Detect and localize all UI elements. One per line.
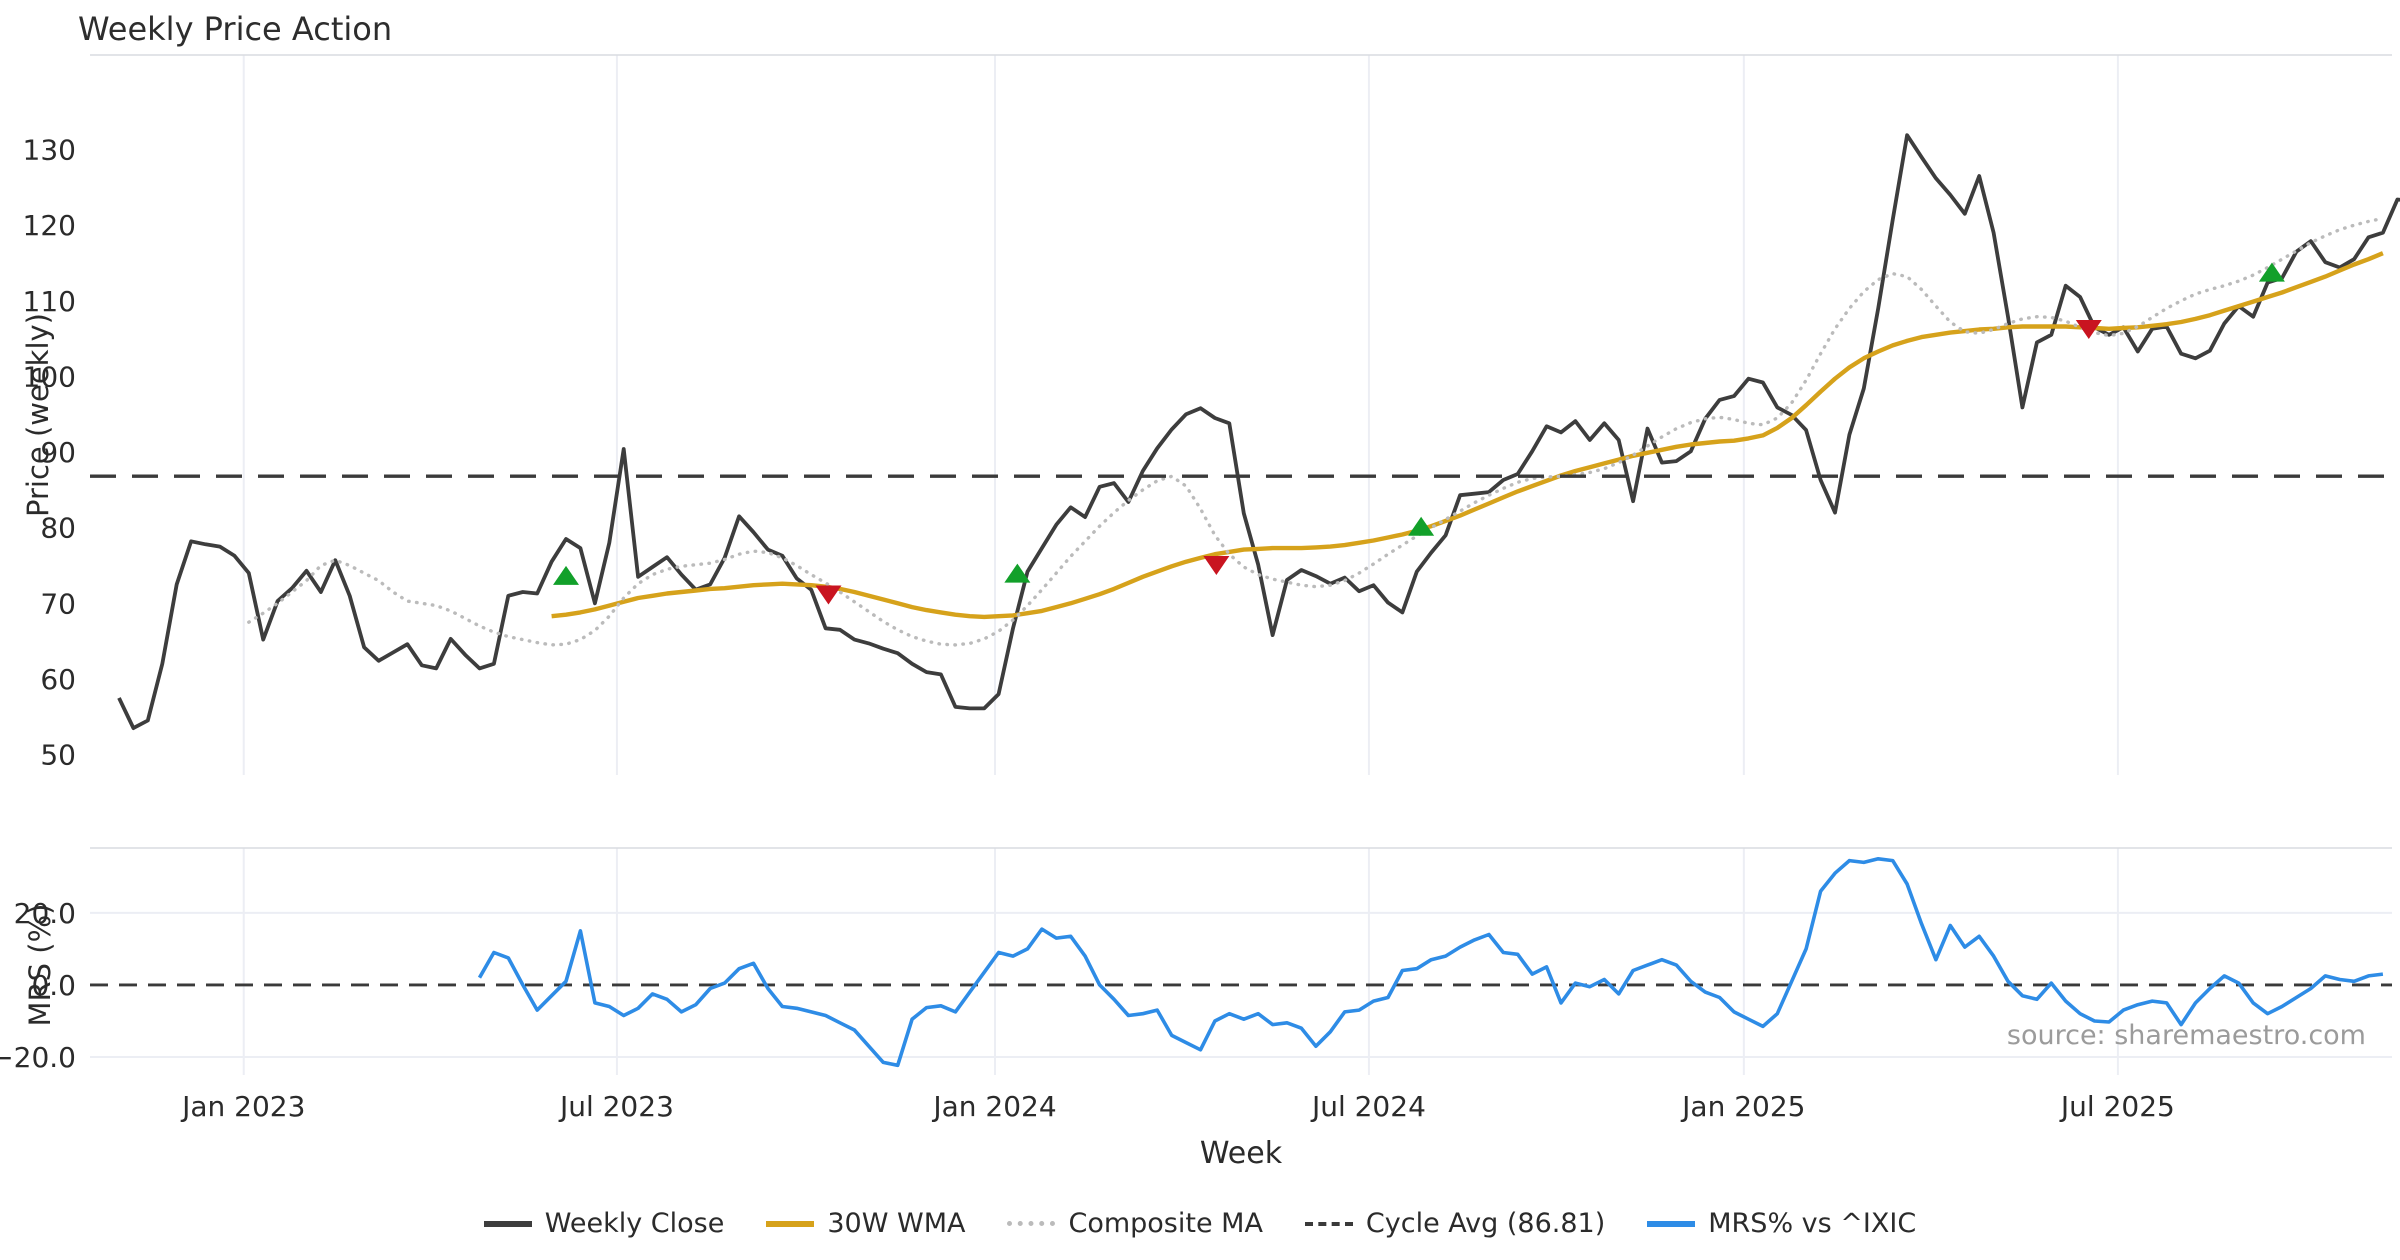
mrs-tick-label: −20.0 (0, 1041, 76, 1074)
x-axis-title: Week (1199, 1136, 1283, 1171)
composite-ma-line (247, 216, 2385, 647)
x-tick-label: Jan 2024 (931, 1090, 1056, 1123)
legend: Weekly Close 30W WMA Composite MA Cycle … (0, 1208, 2400, 1239)
legend-item-cycle-avg: Cycle Avg (86.81) (1304, 1208, 1606, 1239)
price-tick-label: 130 (23, 134, 76, 167)
cycle-avg-line-swatch (1304, 1221, 1353, 1226)
sell-signal-marker (1203, 555, 1230, 575)
legend-label: 30W WMA (827, 1208, 966, 1239)
mrs-line-swatch (1647, 1220, 1696, 1227)
price-tick-label: 60 (40, 663, 76, 696)
mrs-tick-label: 20.0 (14, 897, 76, 930)
price-tick-label: 100 (23, 360, 76, 393)
x-tick-label: Jul 2023 (558, 1090, 674, 1123)
x-tick-label: Jul 2025 (2059, 1090, 2175, 1123)
mrs-axis-title: MRS (%) (23, 903, 57, 1027)
legend-item-mrs: MRS% vs ^IXIC (1647, 1208, 1916, 1239)
price-tick-label: 70 (40, 587, 76, 620)
price-tick-label: 90 (40, 436, 76, 469)
watermark: source: sharemaestro.com (2006, 1020, 2366, 1051)
weekly-close-line-swatch (483, 1220, 532, 1227)
legend-label: MRS% vs ^IXIC (1708, 1208, 1917, 1239)
legend-label: Cycle Avg (86.81) (1365, 1208, 1606, 1239)
price-tick-label: 120 (23, 209, 76, 242)
price-axis-title: Price (weekly) (21, 313, 55, 518)
legend-label: Weekly Close (544, 1208, 725, 1239)
legend-item-weekly-close: Weekly Close (483, 1208, 725, 1239)
buy-signal-marker (2258, 262, 2285, 282)
30w-wma-line (551, 251, 2384, 620)
buy-signal-marker (1004, 563, 1031, 583)
buy-signal-marker (1408, 516, 1435, 536)
legend-label: Composite MA (1068, 1208, 1263, 1239)
x-tick-label: Jan 2023 (180, 1090, 305, 1123)
chart-title: Weekly Price Action (78, 10, 393, 48)
mrs-vs-ixic-line (477, 856, 2384, 1068)
legend-item-30w-wma: 30W WMA (766, 1208, 965, 1239)
wma-line-swatch (766, 1220, 815, 1227)
price-tick-label: 110 (23, 285, 76, 318)
buy-signal-marker (553, 565, 580, 585)
sell-signal-marker (2075, 320, 2102, 340)
composite-line-swatch (1007, 1221, 1056, 1226)
mrs-tick-label: 0.0 (31, 969, 76, 1002)
price-tick-label: 80 (40, 512, 76, 545)
x-tick-label: Jan 2025 (1680, 1090, 1805, 1123)
legend-item-composite-ma: Composite MA (1007, 1208, 1263, 1239)
price-tick-label: 50 (40, 739, 76, 772)
weekly-close-line (117, 133, 2400, 730)
sell-signal-marker (815, 585, 842, 605)
x-tick-label: Jul 2024 (1310, 1090, 1426, 1123)
